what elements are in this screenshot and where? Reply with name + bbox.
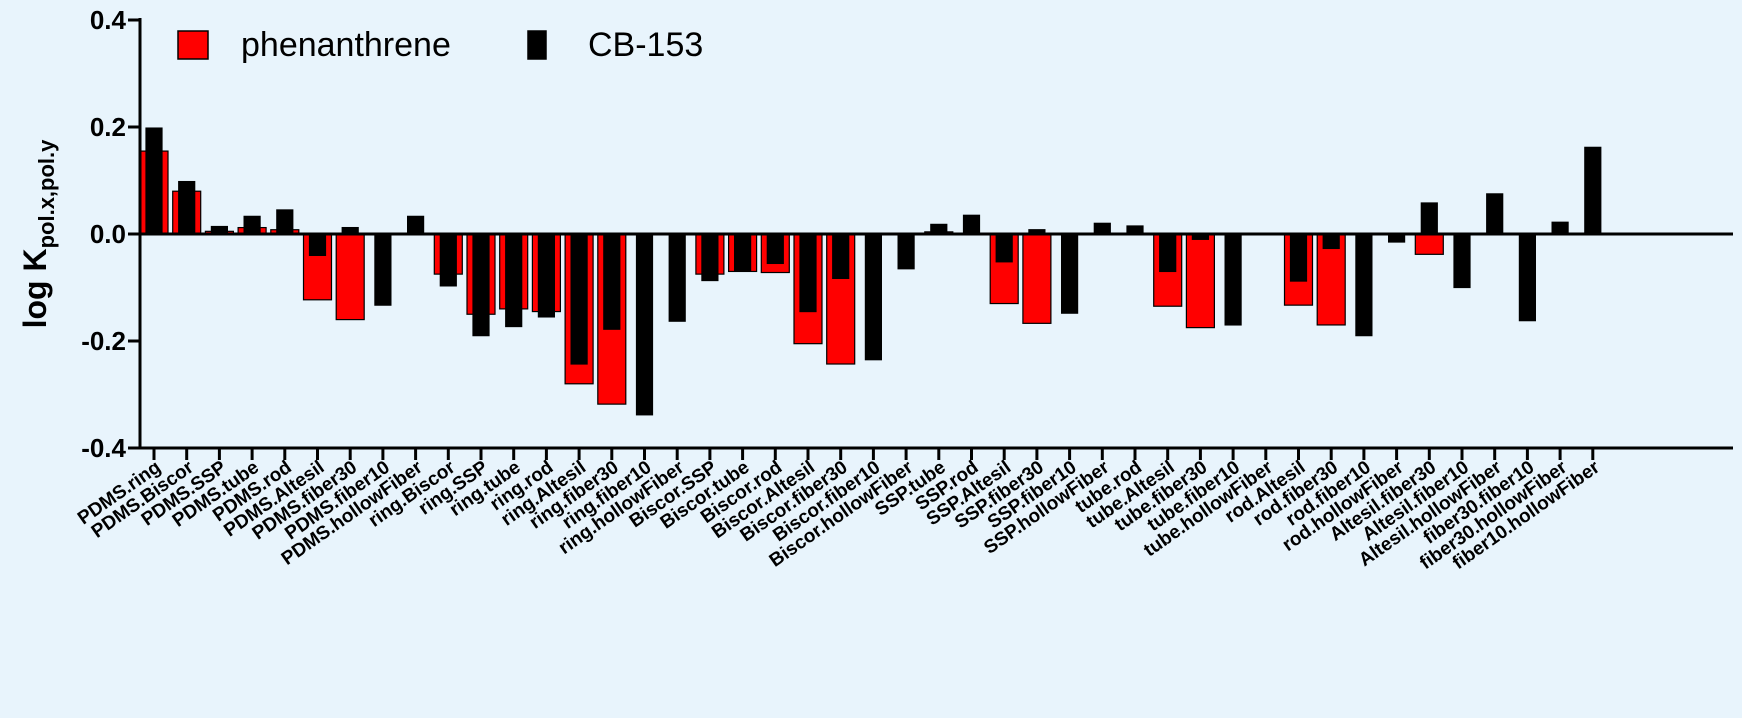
bar-cb153-35 xyxy=(1289,233,1308,282)
bar-cb153-22 xyxy=(864,233,883,361)
bar-cb153-42 xyxy=(1518,233,1537,322)
bar-cb153-41 xyxy=(1486,193,1504,235)
bar-cb153-37 xyxy=(1355,233,1373,337)
y-tick-label-1: 0.2 xyxy=(90,112,126,142)
bar-cb153-10 xyxy=(472,233,490,337)
bar-cb153-7 xyxy=(374,233,392,306)
bar-phenanthrene-39 xyxy=(1414,233,1444,255)
bar-cb153-15 xyxy=(635,233,654,416)
bar-phenanthrene-27 xyxy=(1022,233,1052,324)
legend-swatch-0 xyxy=(177,30,209,60)
axes-layer: 0.40.20.0-0.2-0.4PDMS.ringPDMS.BiscorPDM… xyxy=(74,5,1733,574)
bar-cb153-14 xyxy=(603,233,621,330)
y-tick-label-2: 0.0 xyxy=(90,219,126,249)
bar-cb153-23 xyxy=(897,233,915,270)
bar-cb153-43 xyxy=(1551,221,1569,235)
y-axis-title-main: log K xyxy=(17,248,53,328)
bar-cb153-9 xyxy=(439,233,457,287)
y-tick-label-4: -0.4 xyxy=(81,433,126,463)
bar-cb153-0 xyxy=(145,127,163,235)
bar-cb153-19 xyxy=(766,233,784,265)
bar-cb153-33 xyxy=(1224,233,1242,326)
legend-swatch-1 xyxy=(527,30,547,60)
bar-cb153-4 xyxy=(276,209,294,235)
legend-label-1: CB-153 xyxy=(588,26,703,64)
bar-cb153-28 xyxy=(1060,233,1079,314)
bar-cb153-40 xyxy=(1453,233,1471,289)
bar-cb153-20 xyxy=(799,233,817,313)
bars-layer xyxy=(139,127,1602,416)
bar-cb153-12 xyxy=(537,233,556,318)
y-tick-label-0: 0.4 xyxy=(90,5,127,35)
y-axis-title-subscript: pol.x,pol.y xyxy=(34,139,59,249)
bar-cb153-39 xyxy=(1420,202,1438,235)
bar-cb153-31 xyxy=(1159,233,1177,273)
legend-label-0: phenanthrene xyxy=(241,26,451,64)
bar-cb153-5 xyxy=(308,233,327,256)
y-axis-title: log Kpol.x,pol.y xyxy=(17,139,59,329)
bar-cb153-17 xyxy=(701,233,719,282)
bar-cb153-16 xyxy=(668,233,686,322)
bar-cb153-29 xyxy=(1093,222,1111,235)
bar-cb153-21 xyxy=(832,233,850,280)
bar-phenanthrene-6 xyxy=(335,233,365,321)
bar-cb153-36 xyxy=(1322,233,1340,250)
bar-cb153-25 xyxy=(962,214,981,235)
bar-cb153-1 xyxy=(178,180,196,235)
bar-cb153-44 xyxy=(1584,146,1602,235)
bar-cb153-3 xyxy=(243,215,261,235)
bar-phenanthrene-32 xyxy=(1185,233,1216,329)
legend: phenanthrene CB-153 xyxy=(177,26,703,64)
y-tick-label-3: -0.2 xyxy=(81,326,126,356)
bar-cb153-11 xyxy=(505,233,523,328)
bar-cb153-8 xyxy=(407,215,425,235)
bar-cb153-26 xyxy=(995,233,1013,263)
bar-cb153-18 xyxy=(733,233,752,271)
bar-cb153-13 xyxy=(570,233,588,365)
